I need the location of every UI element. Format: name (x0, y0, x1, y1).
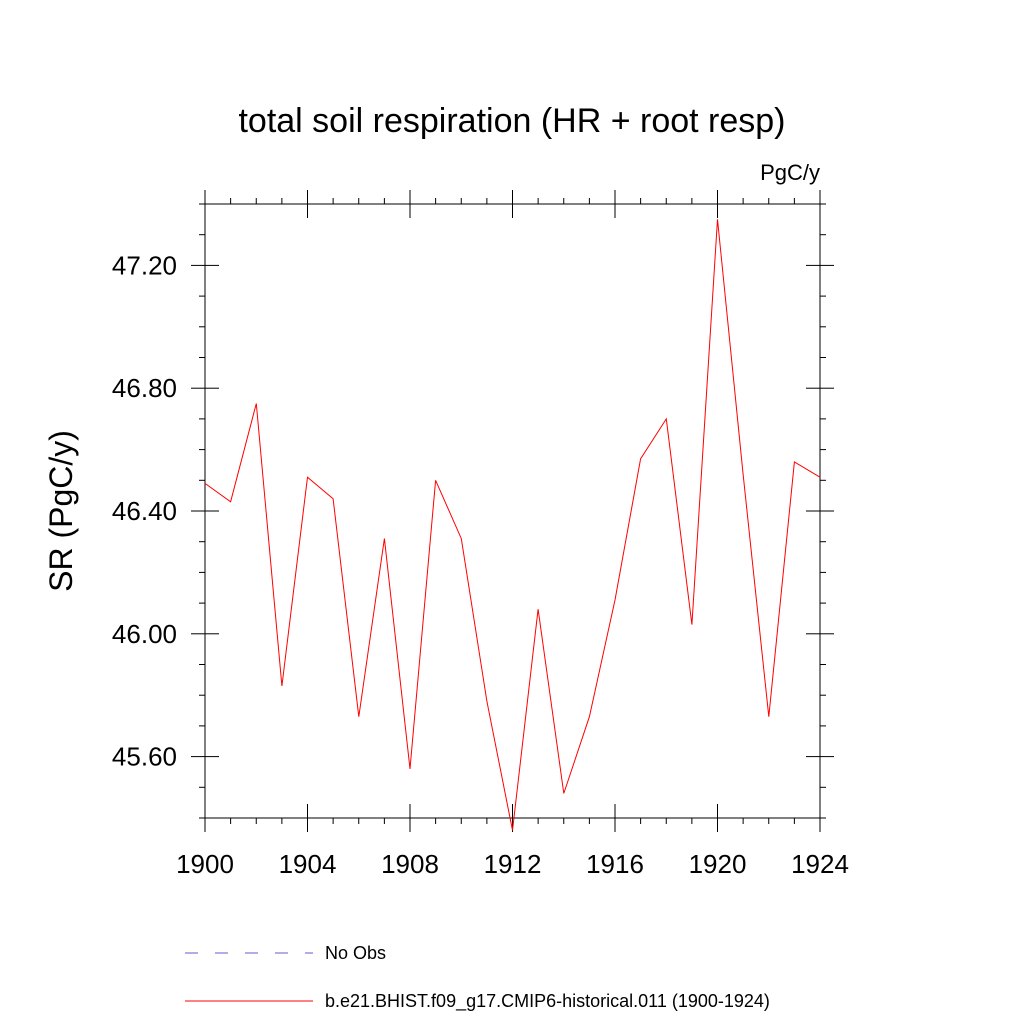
x-tick-label: 1924 (791, 849, 849, 879)
series-line-0 (204, 219, 821, 831)
units-label: PgC/y (760, 160, 820, 185)
x-tick-label: 1908 (381, 849, 439, 879)
plot-frame (204, 203, 821, 819)
x-tick-label: 1916 (586, 849, 644, 879)
y-tick-label: 46.00 (112, 619, 177, 649)
x-tick-label: 1900 (176, 849, 234, 879)
x-axis-ticks: 1900 1904 1908 1912 1916 1920 1924 (176, 190, 849, 879)
legend-label-historical: b.e21.BHIST.f09_g17.CMIP6-historical.011… (325, 991, 770, 1012)
series-layer (204, 219, 821, 831)
legend: No Obs b.e21.BHIST.f09_g17.CMIP6-histori… (185, 943, 770, 1012)
x-tick-label: 1920 (689, 849, 747, 879)
x-tick-label: 1912 (484, 849, 542, 879)
y-tick-label: 46.40 (112, 496, 177, 526)
y-axis-ticks: 45.60 46.00 46.40 46.80 47.20 (112, 203, 834, 819)
y-tick-label: 47.20 (112, 250, 177, 280)
x-tick-label: 1904 (279, 849, 337, 879)
legend-label-no-obs: No Obs (325, 943, 386, 963)
y-tick-label: 45.60 (112, 742, 177, 772)
y-axis-label: SR (PgC/y) (43, 430, 79, 592)
y-tick-label: 46.80 (112, 373, 177, 403)
chart-title: total soil respiration (HR + root resp) (238, 102, 785, 140)
